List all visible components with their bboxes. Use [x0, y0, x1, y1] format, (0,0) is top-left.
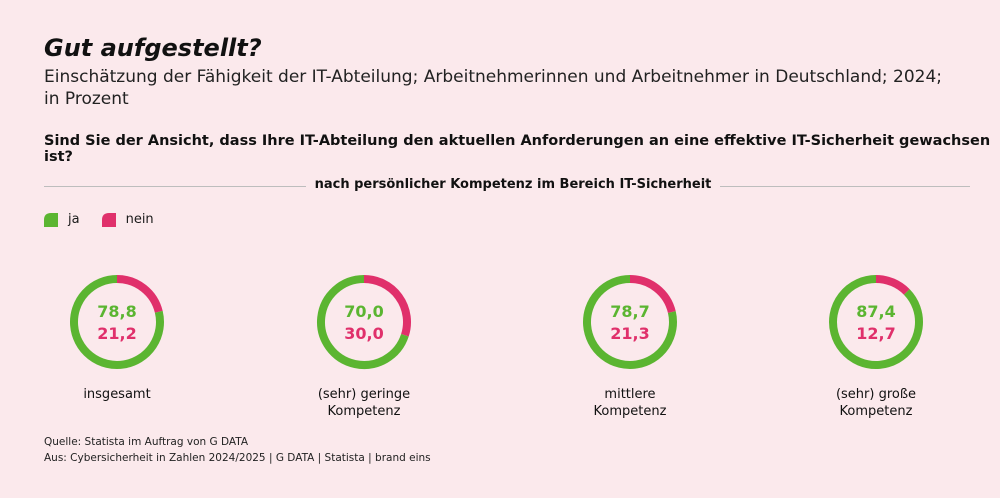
donut-1-category-label: insgesamt [83, 387, 150, 402]
divider-line-right [720, 186, 970, 187]
legend-item-ja: ja [44, 212, 80, 227]
divider-line-left [44, 186, 306, 187]
donut-4-category-label: (sehr) große Kompetenz [836, 387, 916, 419]
chart-legend: ja nein [44, 212, 154, 227]
donut-1-ja-value: 78,8 [97, 302, 136, 321]
donut-2-nein-value: 30,0 [344, 324, 383, 343]
donut-3-nein-arc [629, 275, 676, 314]
donut-1-nein-value: 21,2 [97, 324, 136, 343]
donut-2-category-label: (sehr) geringe Kompetenz [318, 387, 410, 419]
donut-2-nein-arc [363, 275, 411, 337]
donut-2-ja-arc [317, 275, 409, 369]
legend-item-nein: nein [101, 212, 154, 227]
donut-1-ja-arc [70, 275, 164, 369]
donut-4-ja-value: 87,4 [856, 302, 895, 321]
donut-3-category-label: mittlere Kompetenz [594, 387, 667, 419]
chart-subtitle: Einschätzung der Fähigkeit der IT-Abteil… [44, 67, 943, 109]
donut-chart-group: 78,8 21,2 insgesamt 70,0 30,0 (sehr) geringe K… [70, 275, 923, 419]
donut-4-ja-arc [829, 275, 923, 369]
publication-note: Aus: Cybersicherheit in Zahlen 2024/2025… [44, 452, 431, 464]
legend-swatch-ja [44, 212, 58, 227]
donut-3-ja-arc [583, 275, 677, 369]
donut-4-nein-arc [875, 275, 910, 295]
survey-question: Sind Sie der Ansicht, dass Ihre IT-Abtei… [44, 133, 991, 165]
legend-swatch-nein [101, 212, 116, 227]
donut-2-ja-value: 70,0 [344, 302, 383, 321]
legend-label-ja: ja [68, 212, 80, 227]
section-label: nach persönlicher Kompetenz im Bereich I… [314, 177, 712, 192]
legend-label-nein: nein [125, 212, 154, 227]
chart-footer: Quelle: Statista im Auftrag von G DATA A… [44, 434, 431, 466]
source-note: Quelle: Statista im Auftrag von G DATA [44, 436, 249, 448]
chart-title: Gut aufgestellt? [44, 34, 262, 62]
donut-3-nein-value: 21,3 [610, 324, 649, 343]
donut-3-ja-value: 78,7 [610, 302, 649, 321]
donut-4-nein-value: 12,7 [856, 324, 895, 343]
donut-1-nein-arc [116, 275, 163, 313]
